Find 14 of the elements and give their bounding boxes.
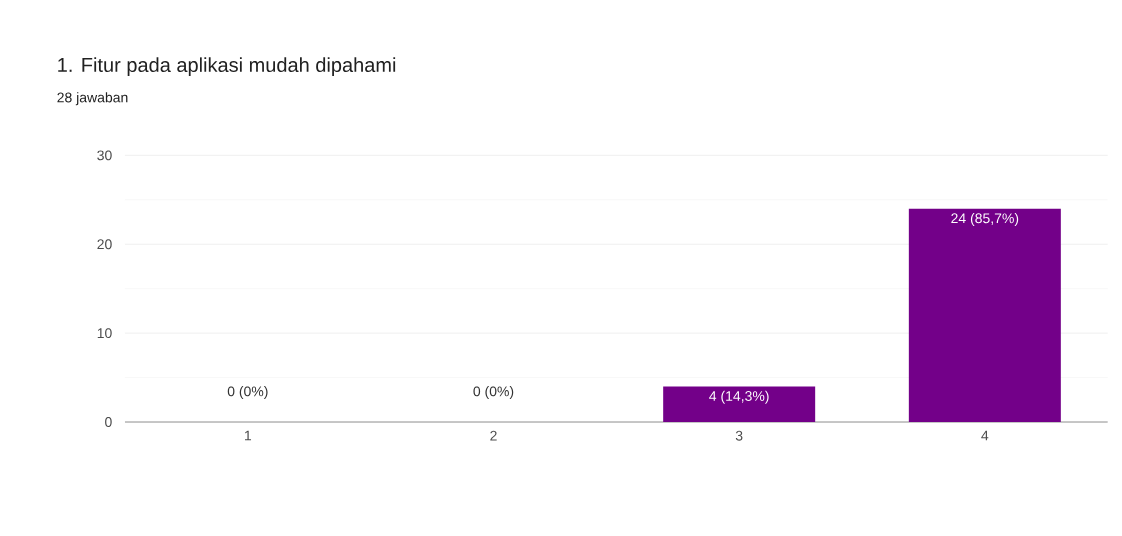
x-tick-label: 2 [490,430,497,441]
chart-title: 1. Fitur pada aplikasi mudah dipahami [58,57,396,76]
x-tick-label: 1 [245,430,252,441]
data-label: 0 (0%) [473,386,514,400]
data-label: 4 (14,3%) [709,390,769,404]
y-tick-label: 30 [97,150,112,161]
data-label: 0 (0%) [227,386,268,400]
y-tick-label: 10 [97,328,112,339]
x-tick-label: 4 [981,430,989,441]
chart-subtitle: 28 jawaban [57,92,128,106]
y-tick-label: 20 [97,239,112,250]
x-tick-label: 3 [735,430,743,441]
data-label: 24 (85,7%) [951,212,1019,226]
y-tick-label: 0 [105,417,112,427]
